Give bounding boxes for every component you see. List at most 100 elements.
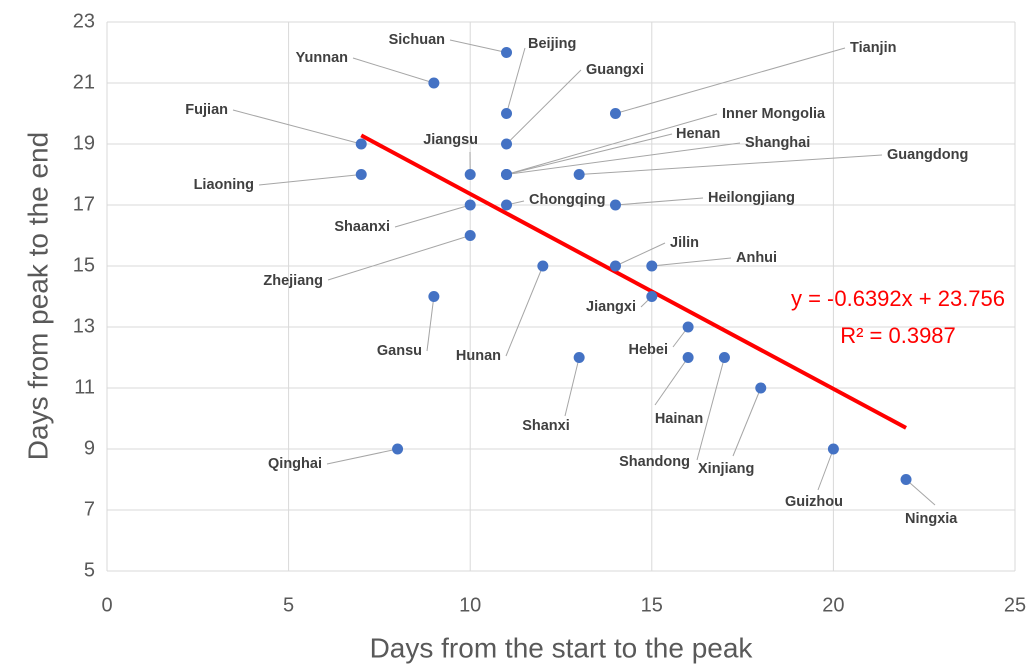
point — [609, 108, 621, 119]
leader-line — [579, 154, 883, 175]
point — [646, 260, 658, 272]
y-tick-label: 11 — [74, 376, 95, 398]
y-tick-label: 5 — [84, 559, 95, 581]
leader-line — [506, 47, 526, 114]
leader-line — [564, 357, 580, 417]
x-axis-title: Days from the start to the peak — [370, 632, 754, 663]
point-label: Anhui — [736, 250, 777, 266]
point-label: Shanxi — [522, 418, 570, 434]
point-label: Jiangxi — [586, 299, 636, 315]
point — [428, 291, 440, 302]
x-tick-label: 25 — [1004, 594, 1026, 616]
point-label: Hebei — [629, 342, 669, 358]
y-tick-label: 13 — [73, 315, 95, 337]
x-tick-label: 0 — [101, 594, 112, 616]
y-tick-label: 17 — [73, 193, 95, 215]
point-label: Heilongjiang — [708, 190, 795, 206]
x-tick-label: 20 — [822, 594, 844, 616]
point — [428, 77, 440, 89]
leader-line — [394, 204, 471, 228]
trend-line — [360, 133, 907, 430]
leader-line — [615, 242, 666, 267]
point — [609, 260, 621, 272]
point — [827, 443, 839, 455]
leader-line — [506, 113, 718, 175]
point — [501, 199, 513, 211]
point-label: Jiangsu — [423, 132, 478, 148]
x-tick-label: 5 — [283, 594, 294, 616]
leader-line — [654, 357, 689, 406]
point — [392, 443, 404, 455]
x-tick-label: 15 — [641, 594, 663, 616]
leader-line — [905, 479, 936, 506]
y-tick-label: 19 — [73, 132, 95, 154]
point-label: Guizhou — [785, 494, 843, 510]
leader-line — [505, 265, 544, 357]
point — [537, 260, 549, 272]
leader-line — [232, 109, 362, 145]
trend-equation: y = -0.6392x + 23.756 — [791, 286, 1005, 311]
leader-line — [506, 142, 741, 175]
leader-line — [506, 69, 582, 145]
point-label: Guangxi — [586, 62, 644, 78]
leader-line — [506, 133, 673, 175]
point-label: Guangdong — [887, 147, 968, 163]
leader-line — [732, 387, 762, 457]
y-tick-label: 9 — [84, 437, 95, 459]
point — [355, 169, 367, 180]
point — [609, 199, 621, 211]
x-tick-label: 10 — [459, 594, 481, 616]
point — [501, 47, 513, 58]
point-label: Shanghai — [745, 135, 810, 151]
point — [573, 169, 585, 180]
point — [464, 199, 476, 211]
point — [682, 352, 694, 363]
point — [464, 230, 476, 241]
leader-line — [615, 197, 704, 206]
y-tick-label: 15 — [73, 254, 95, 276]
point-label: Liaoning — [194, 177, 254, 193]
point — [682, 321, 694, 333]
leader-line — [326, 448, 398, 465]
point-label: Zhejiang — [263, 273, 323, 289]
y-tick-label: 21 — [73, 71, 95, 93]
point-label: Henan — [676, 126, 720, 142]
point-label: Ningxia — [905, 511, 958, 527]
point — [464, 169, 476, 180]
y-axis-title: Days from peak to the end — [22, 132, 53, 460]
leader-line — [696, 357, 725, 461]
point — [718, 352, 730, 363]
point — [501, 138, 513, 150]
y-tick-label: 23 — [73, 10, 95, 32]
point-label: Hainan — [655, 411, 703, 427]
point-label: Hunan — [456, 348, 501, 364]
leader-line — [449, 39, 507, 53]
leader-line — [352, 57, 435, 84]
point-label: Shaanxi — [334, 219, 390, 235]
point — [755, 382, 767, 394]
point-label: Gansu — [377, 343, 422, 359]
point-label: Qinghai — [268, 456, 322, 472]
point-label: Shandong — [619, 454, 690, 470]
point — [646, 291, 658, 302]
point-label: Xinjiang — [698, 461, 754, 477]
leader-line — [426, 296, 435, 352]
point — [501, 108, 513, 119]
point-label: Inner Mongolia — [722, 106, 826, 122]
leader-line — [615, 47, 846, 114]
point-label: Sichuan — [389, 32, 445, 48]
point-label: Fujian — [185, 102, 228, 118]
point — [501, 169, 513, 180]
leader-line — [258, 174, 362, 186]
point — [900, 474, 912, 485]
point-label: Yunnan — [296, 50, 348, 66]
point-label: Chongqing — [529, 192, 606, 208]
point — [573, 352, 585, 363]
leader-line — [327, 235, 471, 281]
point-label: Jilin — [670, 235, 699, 251]
point-label: Beijing — [528, 36, 576, 52]
leader-line — [817, 448, 834, 491]
point — [355, 138, 367, 150]
leader-line — [651, 257, 732, 267]
